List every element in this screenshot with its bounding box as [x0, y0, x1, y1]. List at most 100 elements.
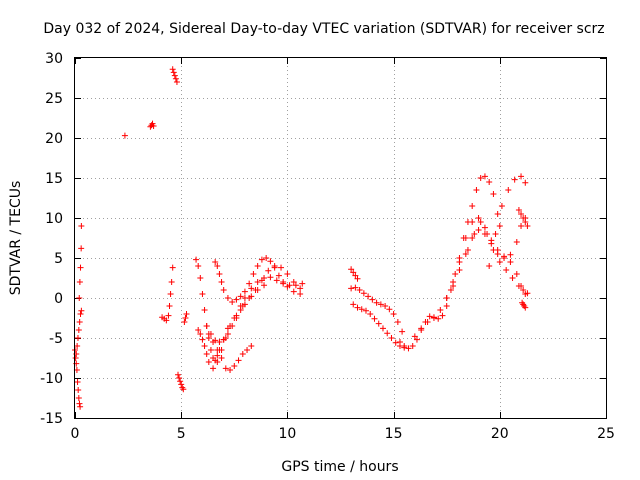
axis-ticks	[75, 58, 607, 419]
data-point	[490, 191, 497, 197]
data-point	[150, 123, 157, 129]
data-point	[275, 272, 282, 279]
data-point	[384, 330, 391, 337]
data-point	[413, 336, 420, 343]
data-point	[76, 400, 83, 407]
data-point	[284, 283, 291, 290]
data-point	[443, 295, 450, 301]
data-point	[183, 311, 190, 317]
data-point	[365, 293, 372, 300]
data-point	[292, 282, 299, 289]
grid-lines	[75, 58, 606, 418]
data-point	[258, 256, 265, 263]
data-point	[214, 352, 221, 359]
data-point	[195, 263, 202, 269]
x-tick-label: 25	[597, 426, 615, 442]
y-tick-label: -5	[49, 331, 63, 347]
data-point	[261, 282, 268, 289]
data-point	[375, 320, 382, 327]
data-point	[503, 267, 510, 273]
data-point	[278, 264, 285, 271]
data-point	[515, 283, 522, 289]
data-point	[396, 339, 403, 345]
data-point	[430, 315, 437, 321]
data-point	[254, 279, 261, 285]
data-point	[297, 291, 304, 297]
series-arc-20	[515, 207, 531, 229]
data-point	[469, 235, 476, 241]
data-point	[515, 207, 522, 213]
data-point	[170, 69, 177, 76]
data-point	[437, 307, 444, 313]
plot-frame	[74, 57, 607, 419]
data-point	[168, 279, 175, 285]
data-point	[464, 247, 471, 253]
data-point	[513, 271, 520, 277]
data-point	[258, 277, 265, 284]
data-point	[222, 365, 229, 372]
data-point	[77, 311, 84, 317]
x-tick-label: 0	[71, 426, 80, 442]
data-point	[492, 231, 499, 237]
data-point	[267, 258, 274, 265]
data-point	[76, 319, 83, 325]
y-tick-label: -15	[40, 411, 63, 427]
data-point	[254, 263, 261, 269]
data-point	[290, 288, 297, 295]
data-point	[237, 293, 244, 300]
data-point	[233, 315, 240, 321]
data-point	[167, 291, 174, 297]
data-point	[522, 304, 529, 311]
data-point	[447, 287, 454, 293]
y-tick-label: 10	[45, 211, 63, 227]
data-point	[197, 331, 204, 337]
data-point	[411, 333, 418, 340]
data-point	[498, 203, 505, 209]
data-point	[75, 395, 82, 401]
data-point	[524, 290, 531, 297]
series-arc-4	[159, 264, 176, 324]
data-point	[214, 263, 221, 269]
y-tick-label: 30	[45, 51, 63, 67]
data-point	[77, 264, 84, 271]
data-point	[382, 303, 389, 309]
data-point	[477, 219, 484, 225]
data-point	[522, 219, 529, 225]
x-axis-label: GPS time / hours	[281, 459, 398, 475]
y-tick-label: 15	[45, 171, 63, 187]
chart-title: Day 032 of 2024, Sidereal Day-to-day VTE…	[43, 21, 604, 37]
data-point	[263, 255, 270, 261]
data-point	[513, 239, 520, 245]
y-axis-label: SDTVAR / TECUs	[8, 181, 24, 296]
data-point	[367, 311, 374, 317]
data-point	[394, 319, 401, 325]
data-point	[205, 359, 212, 365]
series-arc-15	[396, 173, 503, 352]
data-point	[172, 75, 179, 82]
data-point	[456, 267, 463, 273]
data-point	[405, 345, 412, 352]
data-point	[74, 335, 81, 341]
data-point	[195, 327, 202, 333]
data-point	[171, 72, 178, 79]
data-point	[473, 187, 480, 193]
data-point	[207, 331, 214, 337]
data-point	[254, 287, 261, 293]
data-point	[418, 325, 425, 332]
data-point	[481, 173, 488, 180]
data-point	[241, 288, 248, 295]
data-point	[390, 311, 397, 317]
data-point	[297, 285, 304, 292]
data-points	[72, 66, 531, 410]
data-point	[388, 335, 395, 341]
data-point	[358, 306, 365, 313]
data-point	[75, 327, 82, 333]
data-point	[424, 319, 431, 325]
data-point	[78, 245, 85, 252]
data-point	[507, 251, 514, 258]
series-arc-18	[464, 219, 531, 297]
data-point	[72, 355, 79, 361]
data-point	[210, 365, 217, 372]
data-point	[248, 293, 255, 300]
